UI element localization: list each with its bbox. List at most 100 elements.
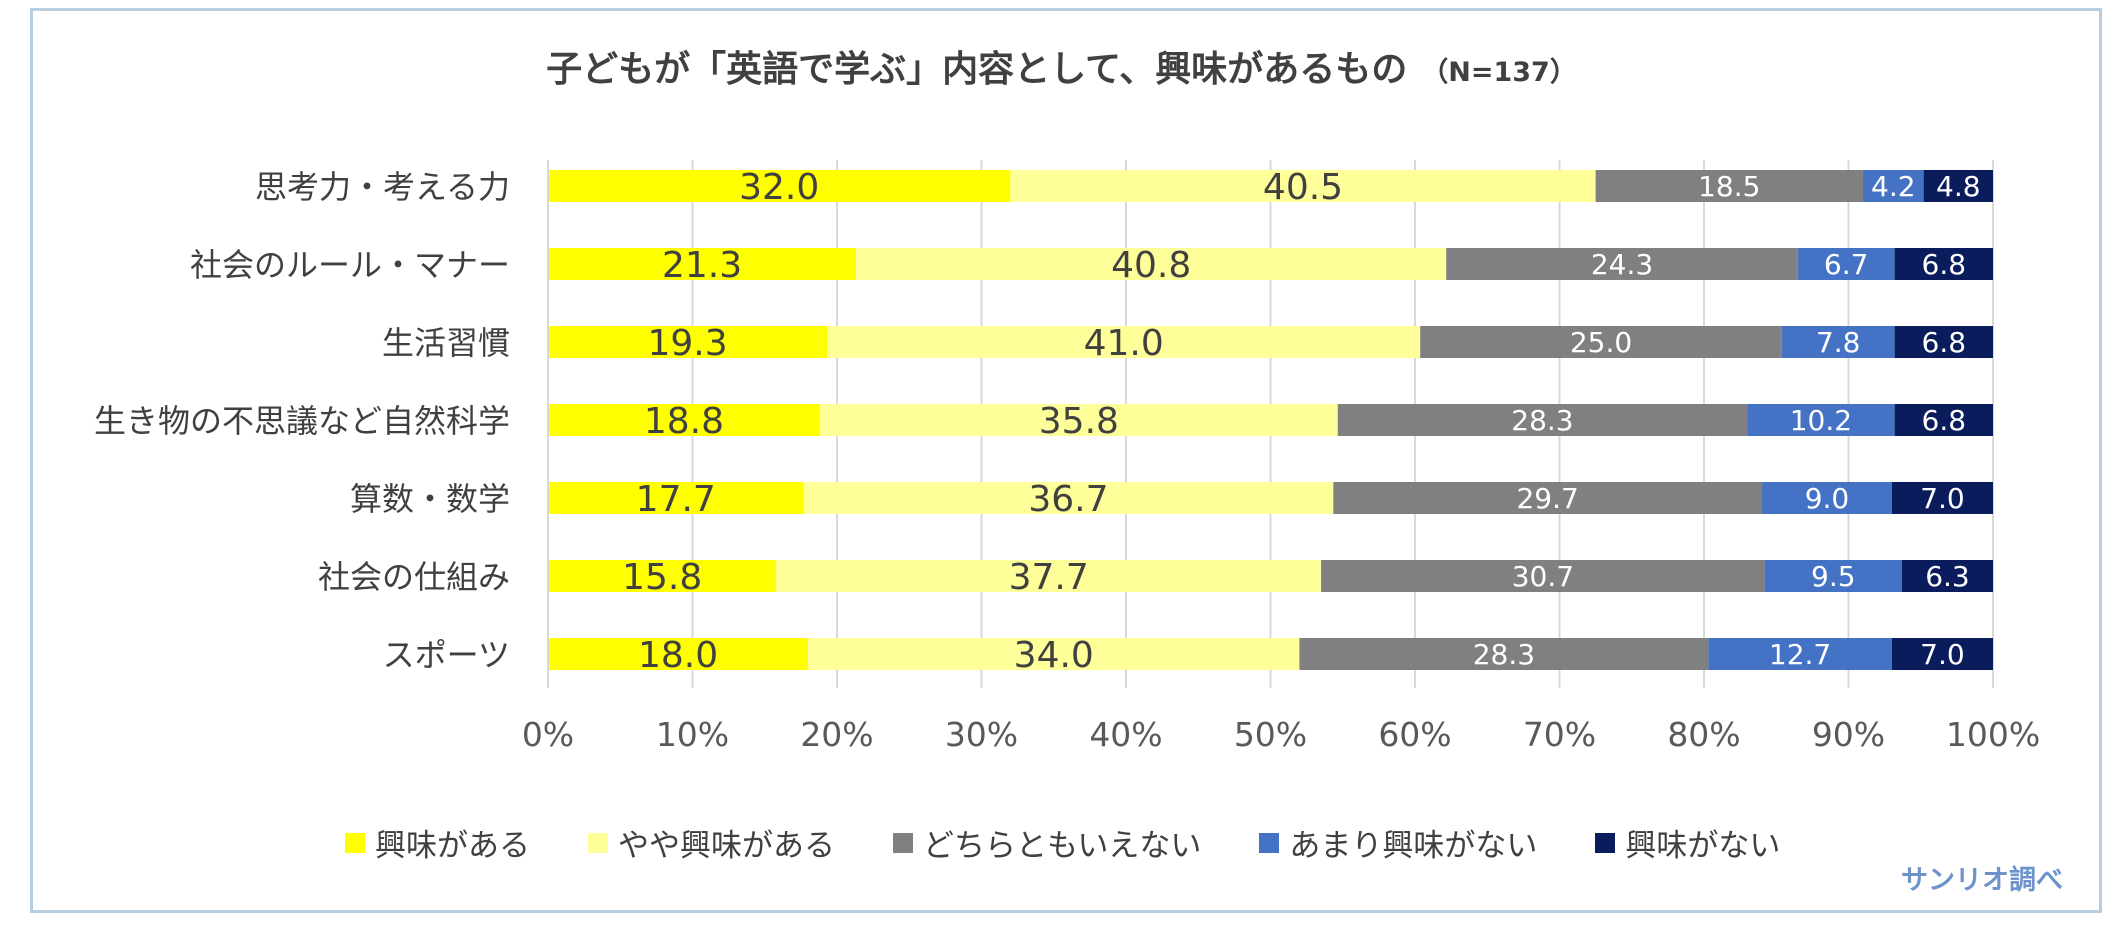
data-label: 19.3	[648, 323, 728, 364]
bar-segment	[1446, 248, 1798, 280]
data-label: 21.3	[662, 245, 742, 286]
legend-label: どちらともいえない	[923, 828, 1202, 864]
bar-segment	[1764, 560, 1902, 592]
data-label: 25.0	[1570, 326, 1632, 359]
bar-segment	[548, 638, 809, 670]
bar-segment	[776, 560, 1322, 592]
data-label: 29.7	[1516, 482, 1578, 515]
source-note: サンリオ調べ	[1901, 865, 2063, 896]
bar-segment	[808, 638, 1300, 670]
bar-segment	[548, 170, 1011, 202]
data-label: 6.8	[1922, 248, 1967, 281]
data-label: 7.8	[1816, 326, 1861, 359]
x-tick-label: 50%	[1234, 715, 1307, 754]
x-tick-label: 80%	[1667, 715, 1740, 754]
chart-sample-size: （N=137）	[1421, 57, 1577, 88]
legend-label: やや興味がある	[618, 828, 835, 864]
chart-title: 子どもが「英語で学ぶ」内容として、興味があるもの （N=137）	[0, 40, 2123, 92]
legend-label: 興味がある	[375, 828, 530, 864]
bar-segment	[1891, 638, 1993, 670]
x-tick-label: 60%	[1378, 715, 1451, 754]
bar-segment	[819, 404, 1338, 436]
data-label: 6.7	[1824, 248, 1869, 281]
bar-segment	[1894, 248, 1993, 280]
data-label: 6.8	[1922, 404, 1967, 437]
data-label: 12.7	[1769, 638, 1831, 671]
data-label: 35.8	[1039, 401, 1119, 442]
legend-item: 興味がない	[1595, 820, 1780, 865]
data-label: 6.3	[1925, 560, 1970, 593]
data-label: 6.8	[1922, 326, 1967, 359]
x-tick-label: 100%	[1946, 715, 2040, 754]
data-label: 28.3	[1511, 404, 1573, 437]
legend: 興味がある やや興味がある どちらともいえない あまり興味がない 興味がない	[345, 820, 1838, 865]
data-label: 15.8	[622, 557, 702, 598]
bar-segment	[827, 326, 1421, 358]
data-label: 34.0	[1014, 635, 1094, 676]
bar-segment	[1420, 326, 1782, 358]
data-label: 32.0	[739, 167, 819, 208]
data-label: 37.7	[1009, 557, 1089, 598]
data-label: 18.5	[1698, 170, 1760, 203]
category-label: 生活習慣	[382, 324, 510, 362]
category-label: 算数・数学	[350, 480, 510, 518]
bar-segment	[1010, 170, 1596, 202]
bar-segment	[803, 482, 1334, 514]
bar-segment	[1894, 326, 1993, 358]
legend-swatch	[1595, 832, 1616, 853]
bar-segment	[548, 560, 777, 592]
chart-frame	[30, 8, 2102, 913]
legend-label: あまり興味がない	[1289, 828, 1538, 864]
x-tick-label: 70%	[1523, 715, 1596, 754]
bar-segment	[548, 482, 804, 514]
bar-segment	[1299, 638, 1709, 670]
data-label: 7.0	[1920, 482, 1965, 515]
data-label: 10.2	[1790, 404, 1852, 437]
bar-segment	[1337, 404, 1748, 436]
category-label: 生き物の不思議など自然科学	[94, 402, 510, 440]
bar-segment	[1797, 248, 1895, 280]
data-label: 40.8	[1111, 245, 1191, 286]
x-tick-label: 0%	[522, 715, 574, 754]
data-label: 9.5	[1811, 560, 1856, 593]
category-label: 思考力・考える力	[255, 168, 510, 206]
x-tick-label: 20%	[800, 715, 873, 754]
legend-swatch	[1259, 832, 1280, 853]
x-tick-label: 30%	[945, 715, 1018, 754]
category-label: 社会のルール・マナー	[190, 246, 510, 284]
bar-segment	[856, 248, 1447, 280]
bar-segment	[1894, 404, 1993, 436]
data-label: 28.3	[1473, 638, 1535, 671]
category-label: スポーツ	[383, 636, 510, 674]
legend-label: 興味がない	[1625, 828, 1781, 864]
legend-item: あまり興味がない	[1259, 820, 1537, 865]
legend-swatch	[345, 832, 365, 853]
bar-segment	[548, 248, 857, 280]
category-label: 社会の仕組み	[318, 558, 510, 596]
data-label: 9.0	[1805, 482, 1850, 515]
data-label: 24.3	[1591, 248, 1653, 281]
legend-item: 興味がある	[345, 820, 530, 865]
data-label: 40.5	[1263, 167, 1343, 208]
bar-segment	[1891, 482, 1993, 514]
data-label: 17.7	[636, 479, 716, 520]
data-label: 18.0	[638, 635, 718, 676]
data-label: 18.8	[644, 401, 724, 442]
x-tick-label: 10%	[656, 715, 729, 754]
legend-item: やや興味がある	[588, 820, 835, 865]
bar-segment	[1333, 482, 1763, 514]
chart-title-text: 子どもが「英語で学ぶ」内容として、興味があるもの	[546, 49, 1408, 90]
x-tick-label: 90%	[1812, 715, 1885, 754]
bar-segment	[548, 404, 820, 436]
bar-segment	[1595, 170, 1863, 202]
data-label: 36.7	[1028, 479, 1108, 520]
bar-segment	[1923, 170, 1993, 202]
bar-segment	[1762, 482, 1892, 514]
data-label: 4.2	[1871, 170, 1916, 203]
legend-swatch	[588, 832, 608, 853]
bar-segment	[1781, 326, 1895, 358]
data-label: 41.0	[1084, 323, 1164, 364]
bar-segment	[548, 326, 828, 358]
x-tick-label: 40%	[1089, 715, 1162, 754]
